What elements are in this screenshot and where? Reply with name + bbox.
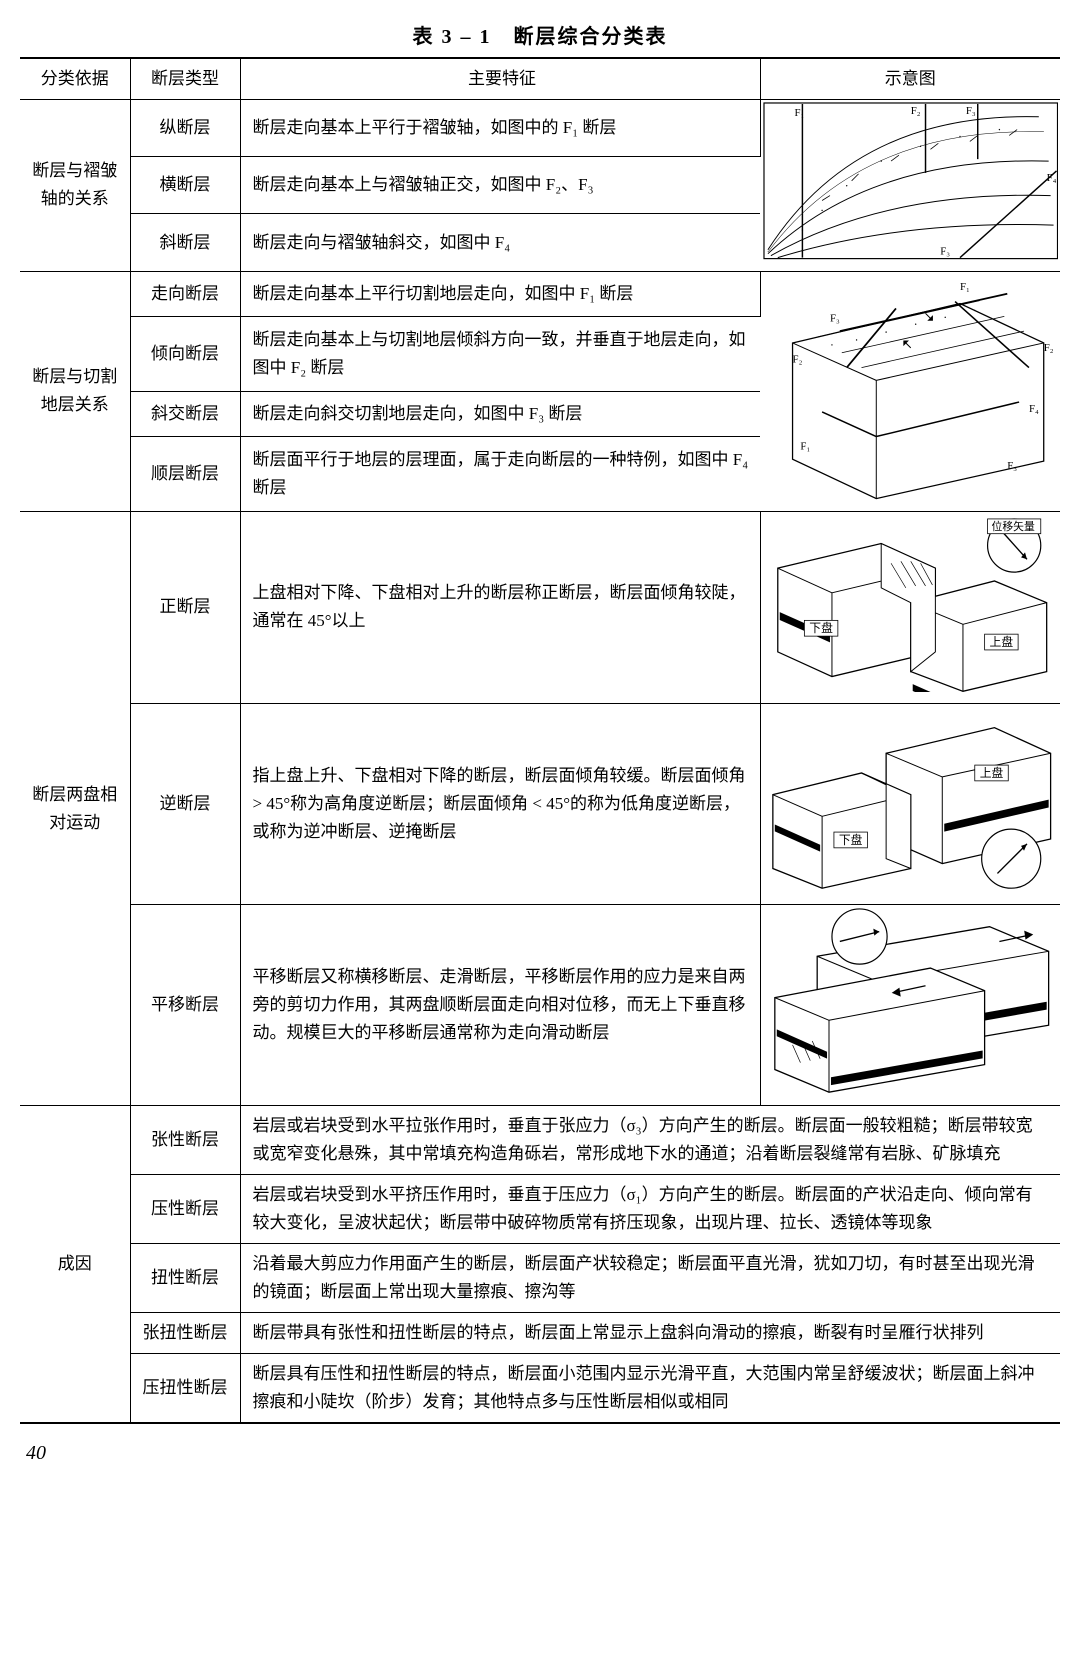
desc-cell: 断层走向基本上平行切割地层走向，如图中 F₁ 断层 [240,271,760,316]
table-row: 压性断层 岩层或岩块受到水平挤压作用时，垂直于压应力（σ₁）方向产生的断层。断层… [20,1175,1060,1244]
desc-cell: 上盘相对下降、下盘相对上升的断层称正断层，断层面倾角较陡，通常在 45°以上 [240,512,760,703]
fold-diagram-icon: F₁ F₂ F₃ F₄ F₃ [763,102,1059,260]
header-diagram: 示意图 [760,58,1060,100]
desc-cell: 岩层或岩块受到水平拉张作用时，垂直于张应力（σ₃）方向产生的断层。断层面一般较粗… [240,1106,1060,1175]
type-cell: 平移断层 [130,904,240,1105]
header-row: 分类依据 断层类型 主要特征 示意图 [20,58,1060,100]
reverse-fault-icon: 上盘 下盘 [763,706,1059,893]
type-cell: 压扭性断层 [130,1354,240,1424]
type-cell: 张扭性断层 [130,1313,240,1354]
table-row: 扭性断层 沿着最大剪应力作用面产生的断层，断层面产状较稳定；断层面平直光滑，犹如… [20,1244,1060,1313]
svg-text:F₁: F₁ [794,107,804,119]
desc-cell: 断层走向基本上与褶皱轴正交，如图中 F₂、F₃ [240,157,760,214]
svg-text:上盘: 上盘 [989,635,1013,649]
diagram-cell-fold: F₁ F₂ F₃ F₄ F₃ [760,100,1060,272]
desc-cell: 断层具有压性和扭性断层的特点，断层面小范围内显示光滑平直，大范围内常呈舒缓波状；… [240,1354,1060,1424]
desc-cell: 指上盘上升、下盘相对下降的断层，断层面倾角较缓。断层面倾角 > 45°称为高角度… [240,703,760,904]
desc-cell: 平移断层又称横移断层、走滑断层，平移断层作用的应力是来自两旁的剪切力作用，其两盘… [240,904,760,1105]
desc-cell: 沿着最大剪应力作用面产生的断层，断层面产状较稳定；断层面平直光滑，犹如刀切，有时… [240,1244,1060,1313]
table-row: 平移断层 平移断层又称横移断层、走滑断层，平移断层作用的应力是来自两旁的剪切力作… [20,904,1060,1105]
svg-text:位移矢量: 位移矢量 [991,519,1034,533]
svg-text:F₁: F₁ [800,440,810,452]
svg-text:F₄: F₄ [1046,172,1056,184]
table-row: 断层与切割地层关系 走向断层 断层走向基本上平行切割地层走向，如图中 F₁ 断层 [20,271,1060,316]
table-row: 逆断层 指上盘上升、下盘相对下降的断层，断层面倾角较缓。断层面倾角 > 45°称… [20,703,1060,904]
desc-cell: 断层带具有张性和扭性断层的特点，断层面上常显示上盘斜向滑动的擦痕，断裂有时呈雁行… [240,1313,1060,1354]
svg-text:下盘: 下盘 [809,621,833,635]
desc-cell: 断层走向基本上与切割地层倾斜方向一致，并垂直于地层走向，如图中 F₂ 断层 [240,316,760,391]
type-cell: 横断层 [130,157,240,214]
basis-cell: 断层与褶皱轴的关系 [20,100,130,272]
diagram-reverse-fault: 上盘 下盘 [760,703,1060,904]
table-row: 断层与褶皱轴的关系 纵断层 断层走向基本上平行于褶皱轴，如图中的 F₁ 断层 [20,100,1060,157]
svg-text:F₂: F₂ [792,353,802,365]
strike-slip-icon [763,907,1059,1094]
type-cell: 纵断层 [130,100,240,157]
normal-fault-icon: 位移矢量 下盘 上盘 [763,514,1059,691]
fault-classification-table: 分类依据 断层类型 主要特征 示意图 断层与褶皱轴的关系 纵断层 断层走向基本上… [20,57,1060,1424]
type-cell: 斜断层 [130,214,240,271]
svg-text:下盘: 下盘 [838,833,862,847]
svg-text:F₃: F₃ [940,246,950,258]
header-basis: 分类依据 [20,58,130,100]
desc-cell: 岩层或岩块受到水平挤压作用时，垂直于压应力（σ₁）方向产生的断层。断层面的产状沿… [240,1175,1060,1244]
table-row: 张扭性断层 断层带具有张性和扭性断层的特点，断层面上常显示上盘斜向滑动的擦痕，断… [20,1313,1060,1354]
basis-cell: 成因 [20,1106,130,1424]
type-cell: 倾向断层 [130,316,240,391]
svg-text:F₂: F₂ [1043,342,1053,354]
type-cell: 斜交断层 [130,391,240,436]
svg-text:F₃: F₃ [965,105,975,117]
type-cell: 张性断层 [130,1106,240,1175]
table-row: 断层两盘相对运动 正断层 上盘相对下降、下盘相对上升的断层称正断层，断层面倾角较… [20,512,1060,703]
strata-diagram-icon: F₃ F₁ F₂ F₂ F₁ F₄ F₃ [763,274,1059,501]
type-cell: 扭性断层 [130,1244,240,1313]
table-row: 压扭性断层 断层具有压性和扭性断层的特点，断层面小范围内显示光滑平直，大范围内常… [20,1354,1060,1424]
table-row: 成因 张性断层 岩层或岩块受到水平拉张作用时，垂直于张应力（σ₃）方向产生的断层… [20,1106,1060,1175]
type-cell: 压性断层 [130,1175,240,1244]
desc-cell: 断层走向与褶皱轴斜交，如图中 F₄ [240,214,760,271]
page-number: 40 [26,1442,1060,1465]
type-cell: 逆断层 [130,703,240,904]
basis-cell: 断层与切割地层关系 [20,271,130,512]
diagram-strike-slip [760,904,1060,1105]
basis-cell: 断层两盘相对运动 [20,512,130,1106]
svg-text:F₂: F₂ [910,105,920,117]
table-title: 表 3 – 1 断层综合分类表 [20,20,1060,49]
svg-text:上盘: 上盘 [979,766,1003,780]
desc-cell: 断层走向基本上平行于褶皱轴，如图中的 F₁ 断层 [240,100,760,157]
svg-text:F₄: F₄ [1028,403,1038,415]
diagram-normal-fault: 位移矢量 下盘 上盘 [760,512,1060,703]
svg-text:F₃: F₃ [1007,460,1017,472]
type-cell: 走向断层 [130,271,240,316]
type-cell: 正断层 [130,512,240,703]
header-type: 断层类型 [130,58,240,100]
svg-text:F₁: F₁ [959,280,969,292]
desc-cell: 断层走向斜交切割地层走向，如图中 F₃ 断层 [240,391,760,436]
diagram-cell-strata: F₃ F₁ F₂ F₂ F₁ F₄ F₃ [760,271,1060,512]
desc-cell: 断层面平行于地层的层理面，属于走向断层的一种特例，如图中 F₄ 断层 [240,436,760,511]
type-cell: 顺层断层 [130,436,240,511]
svg-text:F₃: F₃ [829,312,839,324]
header-feature: 主要特征 [240,58,760,100]
